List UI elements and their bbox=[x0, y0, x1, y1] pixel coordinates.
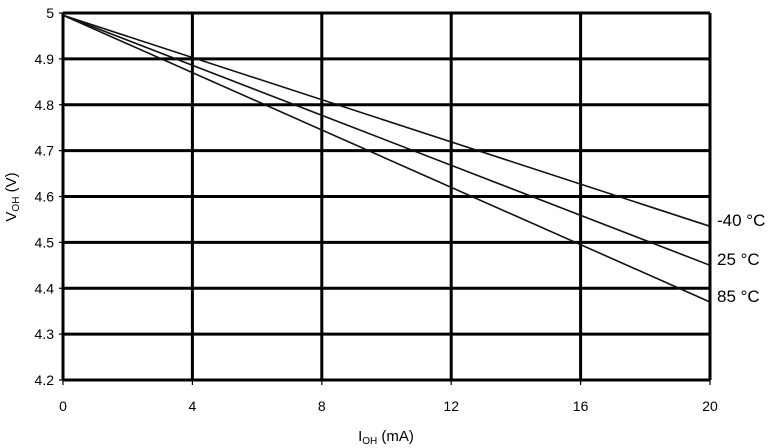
grid bbox=[61, 11, 712, 382]
x-axis-label-main: I bbox=[358, 428, 362, 445]
series-labels: -40 °C 25 °C 85 °C bbox=[717, 211, 765, 306]
plot-frame bbox=[59, 12, 711, 385]
x-tick-label-1: 4 bbox=[189, 398, 197, 414]
x-tick-labels: 0 4 8 12 16 20 bbox=[59, 398, 718, 414]
y-axis-label: VOH (V) bbox=[3, 172, 22, 221]
y-axis-label-unit: (V) bbox=[3, 172, 20, 196]
x-tick-label-5: 20 bbox=[702, 398, 718, 414]
x-axis-label: IOH (mA) bbox=[358, 428, 414, 447]
x-tick-label-0: 0 bbox=[59, 398, 67, 414]
series-label-1: 25 °C bbox=[717, 250, 760, 269]
x-axis-label-sub: OH bbox=[362, 436, 377, 447]
y-tick-label-5: 4.7 bbox=[35, 143, 55, 159]
y-tick-label-1: 4.3 bbox=[35, 326, 55, 342]
x-tick-label-4: 16 bbox=[573, 398, 589, 414]
series-line-1 bbox=[62, 14, 711, 267]
x-tick-label-2: 8 bbox=[318, 398, 326, 414]
y-tick-labels: 4.2 4.3 4.4 4.5 4.6 4.7 4.8 4.9 5 bbox=[35, 5, 55, 388]
series-line-2 bbox=[62, 14, 711, 303]
y-tick-label-7: 4.9 bbox=[35, 51, 55, 67]
series-label-0: -40 °C bbox=[717, 211, 765, 230]
y-tick-label-3: 4.5 bbox=[35, 234, 55, 250]
y-tick-label-8: 5 bbox=[46, 5, 54, 21]
x-tick-label-3: 12 bbox=[443, 398, 459, 414]
x-axis-label-unit: (mA) bbox=[377, 428, 414, 445]
y-tick-label-4: 4.6 bbox=[35, 189, 55, 205]
y-tick-label-0: 4.2 bbox=[35, 372, 55, 388]
series-line-0 bbox=[62, 14, 711, 228]
y-tick-label-2: 4.4 bbox=[35, 280, 55, 296]
y-tick-label-6: 4.8 bbox=[35, 97, 55, 113]
series-lines bbox=[62, 14, 711, 303]
y-axis-label-sub: OH bbox=[11, 197, 22, 212]
series-label-2: 85 °C bbox=[717, 287, 760, 306]
y-axis-label-main: V bbox=[3, 212, 20, 222]
